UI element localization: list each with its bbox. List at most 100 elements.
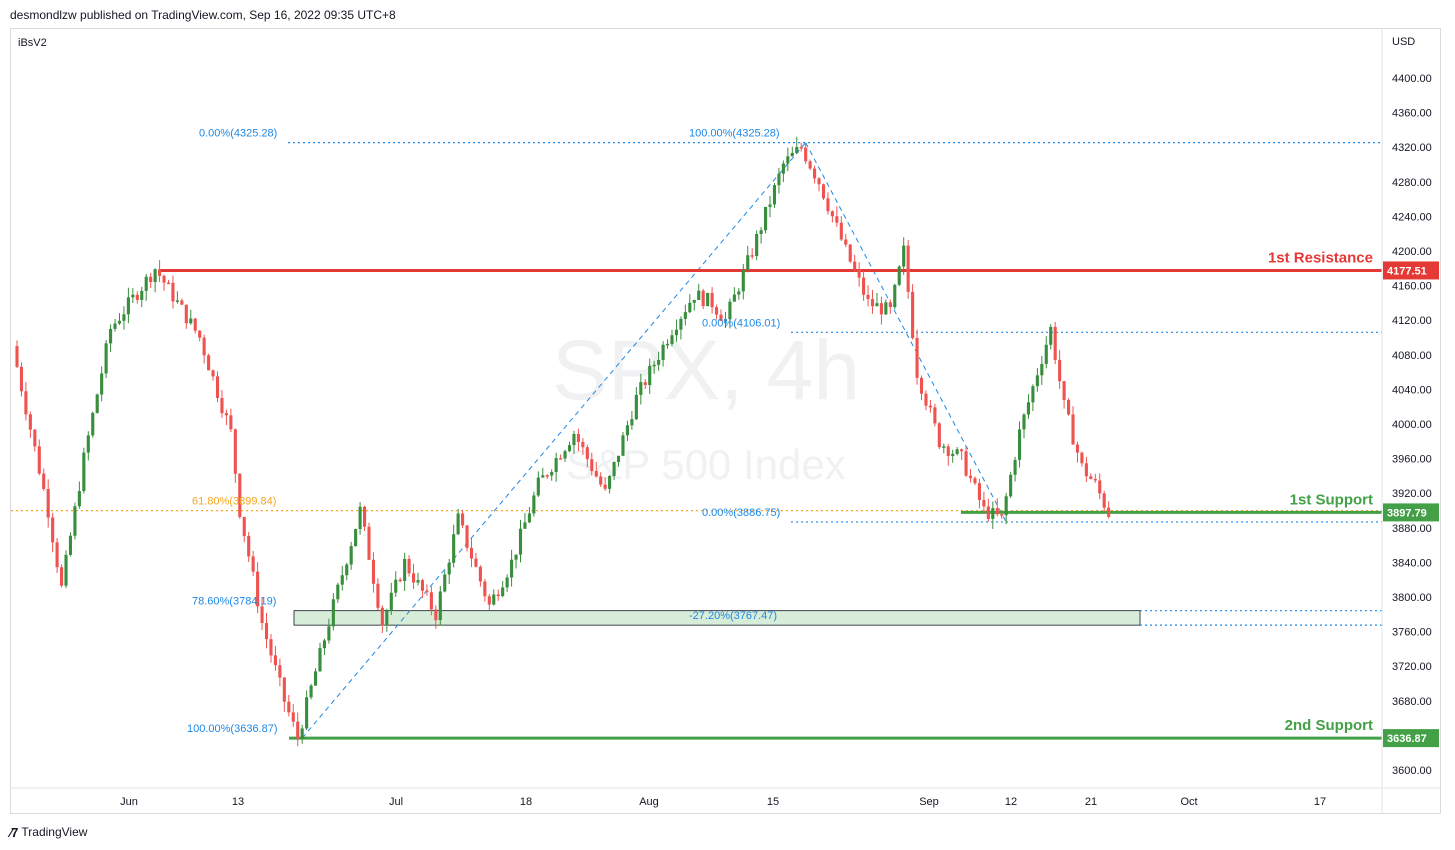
candle-body	[269, 639, 273, 656]
fib-label: 61.80%(3899.84)	[192, 496, 276, 508]
levels-layer: 1st Resistance 1st Support 2nd Support	[159, 249, 1382, 740]
candle-body	[915, 338, 919, 378]
candle-body	[398, 579, 402, 582]
price-tick-label: 4040.00	[1392, 384, 1432, 396]
candle-body	[380, 607, 384, 626]
candle-body	[211, 370, 215, 377]
candle-body	[420, 580, 425, 591]
time-tick-label: 21	[1085, 796, 1097, 808]
price-tick-label: 4080.00	[1392, 350, 1432, 362]
candle-body	[104, 343, 108, 374]
candle-body	[193, 318, 197, 331]
candle-body	[144, 276, 148, 291]
candle-body	[1062, 381, 1066, 400]
candle-body	[242, 516, 246, 537]
price-tick-label: 3840.00	[1392, 557, 1432, 569]
price-tick-label: 4160.00	[1392, 281, 1432, 293]
candle-body	[100, 373, 104, 395]
candle-body	[46, 489, 50, 518]
candle-body	[367, 526, 371, 560]
candle-body	[256, 571, 260, 607]
candle-body	[518, 528, 523, 555]
candle-body	[305, 697, 309, 729]
candle-body	[469, 547, 474, 559]
candle-body	[643, 382, 647, 385]
price-tick-label: 3720.00	[1392, 661, 1432, 673]
time-tick-label: Aug	[639, 796, 659, 808]
candle-body	[813, 168, 817, 179]
candle-body	[153, 269, 157, 283]
candle-body	[300, 728, 304, 739]
chart-frame[interactable]: SPX, 4h S&P 500 Index 1st Resistance 1st …	[10, 28, 1441, 814]
candle-body	[888, 302, 892, 308]
candle-body	[795, 147, 799, 153]
candle-body	[674, 329, 679, 336]
candle-body	[835, 216, 839, 223]
candle-body	[456, 513, 460, 535]
candle-body	[77, 491, 81, 507]
fib-label: 78.60%(3784.19)	[192, 596, 276, 608]
candle-body	[59, 567, 64, 586]
candle-body	[15, 346, 19, 367]
candle-body	[599, 476, 603, 485]
candle-body	[973, 478, 977, 484]
candle-body	[501, 587, 505, 597]
candle-body	[567, 445, 572, 452]
candle-body	[354, 528, 358, 547]
candle-body	[1009, 474, 1013, 497]
candle-body	[665, 343, 670, 346]
candle-body	[1004, 496, 1008, 516]
time-tick-label: Jul	[389, 796, 403, 808]
candle-body	[523, 522, 527, 529]
candle-body	[64, 554, 68, 586]
candle-body	[1022, 414, 1026, 430]
candle-body	[799, 147, 803, 149]
candle-body	[1066, 399, 1071, 415]
candle-body	[951, 453, 955, 456]
candle-body	[777, 173, 781, 186]
candle-body	[483, 581, 487, 597]
candle-body	[496, 594, 500, 597]
candle-body	[322, 640, 327, 649]
time-tick-label: 12	[1005, 796, 1017, 808]
candle-body	[487, 596, 491, 605]
candle-body	[492, 594, 496, 605]
candle-body	[866, 294, 870, 299]
candle-body	[109, 328, 113, 344]
candle-body	[527, 513, 531, 523]
candle-body	[51, 517, 55, 543]
fib-label: 0.00%(4106.01)	[702, 317, 780, 329]
candle-body	[532, 495, 536, 514]
candle-body	[478, 566, 482, 582]
candle-body	[389, 592, 393, 611]
price-chart[interactable]: SPX, 4h S&P 500 Index 1st Resistance1st …	[11, 29, 1440, 813]
price-tick-label: 3680.00	[1392, 696, 1432, 708]
candle-body	[264, 622, 269, 640]
candle-body	[447, 562, 451, 575]
candle-body	[906, 245, 910, 292]
candle-body	[1053, 326, 1057, 360]
candle-body	[376, 583, 380, 608]
candle-body	[1102, 493, 1106, 508]
price-tick-label: 3800.00	[1392, 592, 1432, 604]
candle-body	[714, 307, 719, 315]
indicator-label: iBsV2	[18, 37, 47, 49]
candle-body	[870, 298, 875, 307]
candle-body	[616, 455, 621, 463]
candle-body	[710, 292, 714, 308]
time-tick-label: 13	[232, 796, 244, 808]
candle-body	[995, 508, 999, 515]
candle-body	[251, 556, 255, 572]
candle-body	[224, 413, 228, 416]
candle-body	[942, 446, 946, 448]
candle-body	[1058, 359, 1062, 382]
candle-body	[425, 590, 429, 593]
candle-body	[318, 648, 322, 672]
level-label: 1st Resistance	[1268, 249, 1373, 266]
candle-body	[706, 292, 710, 307]
level-label: 1st Support	[1290, 491, 1373, 508]
candle-body	[336, 584, 340, 600]
candle-body	[1071, 414, 1075, 445]
price-badge	[1383, 503, 1439, 522]
price-tick-label: 3600.00	[1392, 765, 1432, 777]
